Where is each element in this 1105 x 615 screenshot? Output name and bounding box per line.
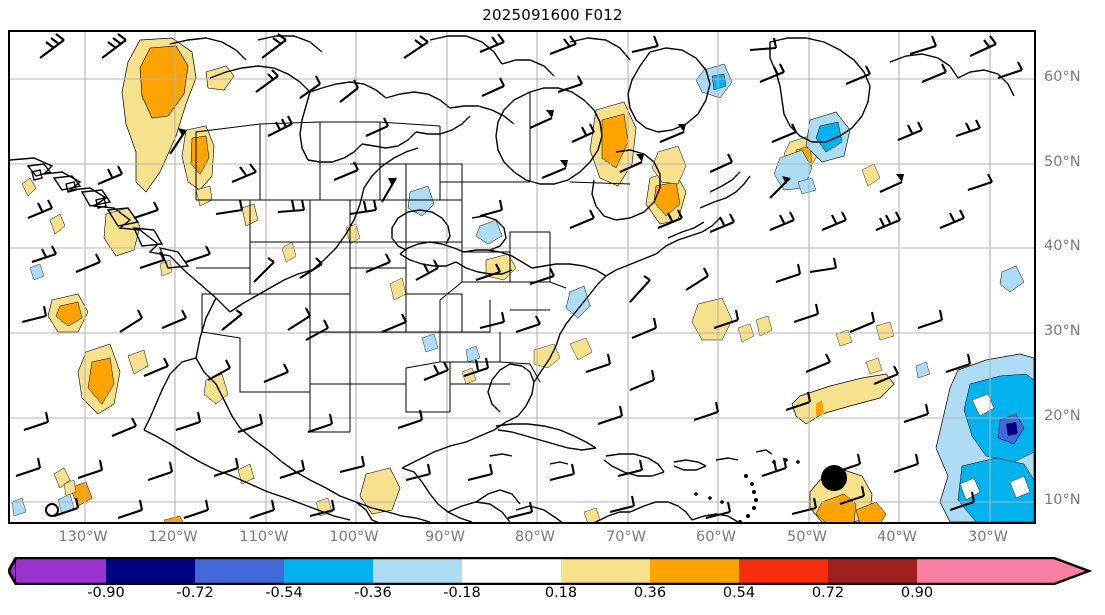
wind-barb-layer <box>15 33 1023 520</box>
lon-tick-30w: 30°W <box>967 529 1009 545</box>
lat-tick-10n: 10°N <box>1044 492 1081 508</box>
colorbar-tick-0.54: 0.54 <box>722 585 756 601</box>
lat-tick-30n: 30°N <box>1044 323 1081 339</box>
storm-marker-icon <box>821 465 847 491</box>
lon-tick-40w: 40°W <box>876 529 918 545</box>
lat-tick-40n: 40°N <box>1044 238 1081 254</box>
colorbar-tick-0.90: 0.90 <box>900 585 934 601</box>
anomaly-shading-layer <box>11 37 1034 522</box>
lat-tick-20n: 20°N <box>1044 408 1081 424</box>
lon-tick-90w: 90°W <box>424 529 466 545</box>
lon-tick-60w: 60°W <box>695 529 737 545</box>
colorbar-canvas <box>8 557 1093 585</box>
colorbar-tick--0.18: -0.18 <box>443 585 481 601</box>
colorbar-tick-0.72: 0.72 <box>811 585 845 601</box>
lat-tick-50n: 50°N <box>1044 154 1081 170</box>
colorbar-tick--0.36: -0.36 <box>354 585 392 601</box>
colorbar-segments <box>8 557 1090 585</box>
lon-tick-110w: 110°W <box>239 529 289 545</box>
lon-tick-100w: 100°W <box>329 529 379 545</box>
coastline-layer <box>10 35 1015 522</box>
lon-tick-80w: 80°W <box>514 529 556 545</box>
colorbar-tick-0.36: 0.36 <box>633 585 667 601</box>
page-title: 2025091600 F012 <box>482 6 623 24</box>
lat-tick-60n: 60°N <box>1044 69 1081 85</box>
colorbar-tick--0.54: -0.54 <box>265 585 303 601</box>
lon-tick-50w: 50°W <box>786 529 828 545</box>
gridlines <box>10 32 1034 522</box>
colorbar[interactable] <box>8 557 1098 585</box>
lon-tick-120w: 120°W <box>148 529 198 545</box>
colorbar-tick-0.18: 0.18 <box>544 585 578 601</box>
colorbar-tick--0.90: -0.90 <box>87 585 125 601</box>
map-canvas <box>10 32 1034 522</box>
lon-tick-130w: 130°W <box>58 529 108 545</box>
colorbar-outline <box>8 557 1093 585</box>
open-circle-marker-icon <box>45 503 59 517</box>
map-plot-area[interactable] <box>8 30 1036 524</box>
lon-tick-70w: 70°W <box>605 529 647 545</box>
colorbar-tick-labels: -0.90 -0.72 -0.54 -0.36 -0.18 0.18 0.36 … <box>0 585 1105 607</box>
colorbar-tick--0.72: -0.72 <box>176 585 214 601</box>
